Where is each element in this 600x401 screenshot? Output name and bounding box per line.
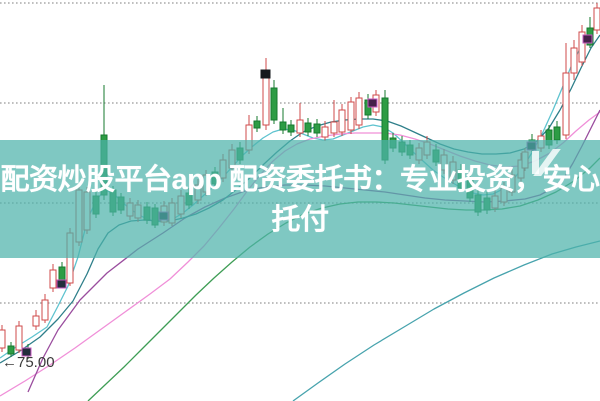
title-banner-overlay: 配资炒股平台app 配资委托书：专业投资，安心 托付	[0, 140, 600, 258]
watermark-shape	[532, 151, 539, 174]
price-label: ← 75.00	[2, 354, 55, 371]
price-value: 75.00	[17, 354, 55, 371]
left-arrow-icon: ←	[2, 354, 17, 371]
banner-title-line1: 配资炒股平台app 配资委托书：专业投资，安心	[0, 164, 600, 196]
banner-title-line2: 托付	[271, 204, 329, 236]
